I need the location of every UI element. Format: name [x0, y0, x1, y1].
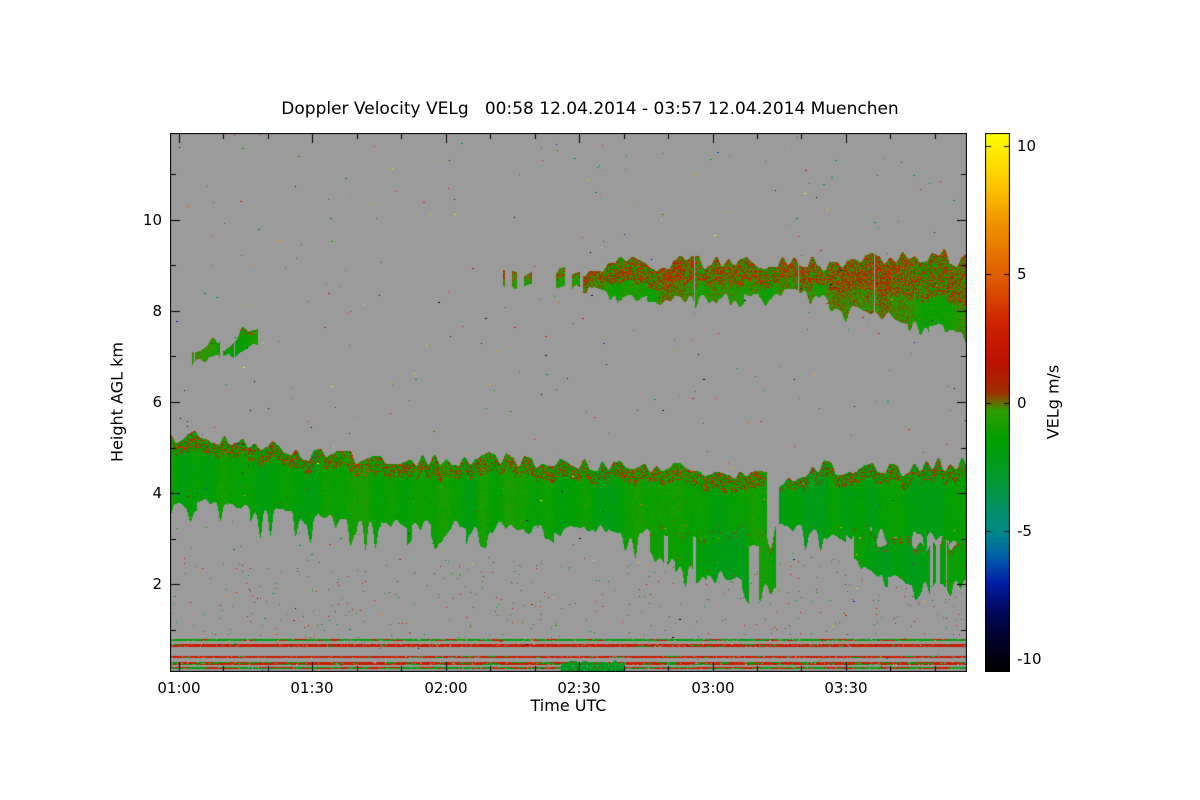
colorbar-tick-label: -5 — [1017, 522, 1032, 540]
x-tick-label: 02:30 — [557, 679, 601, 697]
chart-title: Doppler Velocity VELg 00:58 12.04.2014 -… — [281, 99, 899, 119]
colorbar-tick-label: 0 — [1017, 394, 1027, 412]
y-tick-label: 6 — [152, 393, 162, 411]
colorbar-canvas — [985, 133, 1010, 672]
x-tick-label: 01:00 — [157, 679, 201, 697]
y-tick-label: 2 — [152, 575, 162, 593]
x-tick-label: 01:30 — [290, 679, 334, 697]
y-tick-label: 8 — [152, 302, 162, 320]
colorbar-label-text: VELg m/s — [1043, 364, 1063, 440]
colorbar-tick-label: -10 — [1017, 650, 1042, 668]
y-tick-label: 10 — [142, 211, 162, 229]
x-tick-label: 03:00 — [691, 679, 735, 697]
y-tick-label: 4 — [152, 484, 162, 502]
colorbar-tick-label: 10 — [1017, 137, 1037, 155]
velocity-heatmap-canvas — [170, 133, 967, 672]
colorbar-tick-label: 5 — [1017, 265, 1027, 283]
x-axis-label: Time UTC — [530, 696, 607, 715]
x-tick-label: 03:30 — [824, 679, 868, 697]
x-tick-label: 02:00 — [424, 679, 468, 697]
